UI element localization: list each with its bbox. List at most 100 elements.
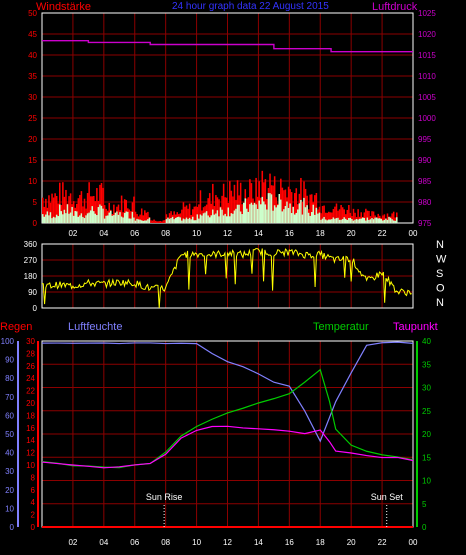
time-tick-label: 06 [130, 229, 139, 238]
time-tick-label: 08 [161, 538, 170, 547]
gust-bar [264, 179, 267, 223]
wind-avg-bar [264, 204, 267, 223]
time-tick-label: 18 [316, 229, 325, 238]
wind-avg-bar [289, 203, 291, 223]
wind-tick-label: 45 [28, 30, 37, 39]
wind-avg-bar [272, 210, 274, 223]
temperature-tick-label: 40 [422, 337, 431, 346]
wind-avg-bar [371, 217, 373, 223]
gust-bar [230, 190, 233, 223]
gust-bar [386, 213, 389, 223]
wind-avg-bar [395, 217, 398, 223]
wind-avg-bar [386, 219, 389, 223]
gust-bar [88, 182, 90, 223]
rain-tick-label: 14 [26, 436, 35, 445]
wind-avg-bar [88, 212, 90, 223]
gust-bar [139, 214, 141, 223]
gust-bar [394, 217, 396, 223]
gust-bar [82, 206, 84, 223]
gust-bar [113, 204, 115, 223]
wind-avg-bar [295, 212, 298, 223]
wind-avg-bar [91, 206, 94, 223]
wind-pressure-panel: 0510152025303540455097598098599099510001… [28, 1, 436, 238]
gust-bar [173, 211, 175, 223]
gust-bar [100, 182, 103, 223]
wind-avg-bar [255, 204, 257, 223]
gust-bar [80, 191, 83, 223]
gust-bar [86, 193, 89, 223]
wind-avg-bar [62, 214, 64, 223]
wind-tick-label: 25 [28, 114, 37, 123]
weather-marks [41, 341, 414, 528]
time-tick-label: 14 [254, 229, 263, 238]
wind-avg-bar [133, 217, 135, 223]
wind-avg-bar [204, 212, 206, 223]
sunrise-label: Sun Rise [146, 492, 183, 502]
gust-bar [346, 209, 349, 223]
wind-avg-bar [300, 199, 302, 223]
wind-avg-bar [79, 215, 81, 223]
wind-avg-bar [181, 220, 183, 223]
wind-avg-bar [385, 218, 387, 223]
wind-avg-bar [59, 204, 61, 223]
wind-avg-bar [235, 208, 237, 223]
gust-bar [117, 204, 120, 223]
weather-panel: Regen Luftfeuchte Temperatur Taupunkt 0 1… [0, 321, 438, 547]
wind-avg-bar [276, 205, 279, 223]
direction-tick-label: 180 [24, 272, 38, 281]
gust-bar [65, 189, 67, 223]
wind-avg-bar [256, 208, 259, 223]
humidity-tick-label: 30 [5, 467, 14, 476]
gust-bar [343, 209, 345, 223]
gust-bar [210, 203, 213, 223]
wind-avg-bar [110, 210, 112, 223]
gust-bar [153, 219, 155, 223]
wind-avg-bar [68, 213, 70, 223]
gust-bar [164, 220, 166, 223]
gust-bar [96, 188, 98, 223]
humidity-tick-label: 40 [5, 449, 14, 458]
gust-bar [145, 212, 148, 223]
gust-bar [335, 203, 338, 223]
time-tick-label: 10 [192, 538, 201, 547]
wind-avg-bar [344, 218, 347, 223]
wind-avg-bar [168, 218, 171, 223]
temperature-tick-label: 35 [422, 360, 431, 369]
gust-bar [229, 181, 231, 223]
wind-avg-bar [392, 220, 395, 223]
gust-bar [304, 188, 307, 223]
gust-bar [68, 196, 70, 223]
gust-bar [320, 213, 322, 223]
wind-avg-bar [309, 215, 311, 223]
wind-avg-bar [361, 217, 364, 223]
weather-axes [17, 341, 418, 527]
wind-avg-bar [85, 215, 87, 223]
temperature-tick-label: 0 [422, 523, 427, 532]
rain-tick-label: 30 [26, 337, 35, 346]
wind-avg-bar [224, 213, 226, 223]
wind-avg-bar [117, 214, 120, 223]
wind-avg-bar [290, 213, 293, 223]
gust-bar [187, 208, 189, 223]
wind-avg-bar [178, 216, 180, 223]
wind-avg-bar [106, 215, 109, 223]
gust-bar [198, 204, 200, 223]
wind-avg-bar [227, 207, 230, 223]
pressure-axis-label: Luftdruck [372, 1, 418, 13]
wind-avg-bar [326, 220, 328, 223]
wind-avg-bar [100, 205, 103, 223]
wind-avg-bar [303, 197, 305, 223]
wind-avg-bar [82, 216, 84, 223]
gust-bar [212, 183, 214, 223]
wind-avg-bar [188, 217, 191, 223]
wind-avg-bar [212, 209, 214, 223]
gust-bar [366, 210, 369, 223]
gust-bar [156, 221, 158, 223]
compass-letter: N [436, 297, 444, 309]
wind-avg-bar [298, 203, 301, 223]
time-tick-label: 20 [347, 229, 356, 238]
pressure-tick-label: 975 [418, 219, 432, 228]
gust-bar [372, 211, 375, 223]
wind-tick-label: 20 [28, 135, 37, 144]
gust-bar [45, 198, 47, 223]
